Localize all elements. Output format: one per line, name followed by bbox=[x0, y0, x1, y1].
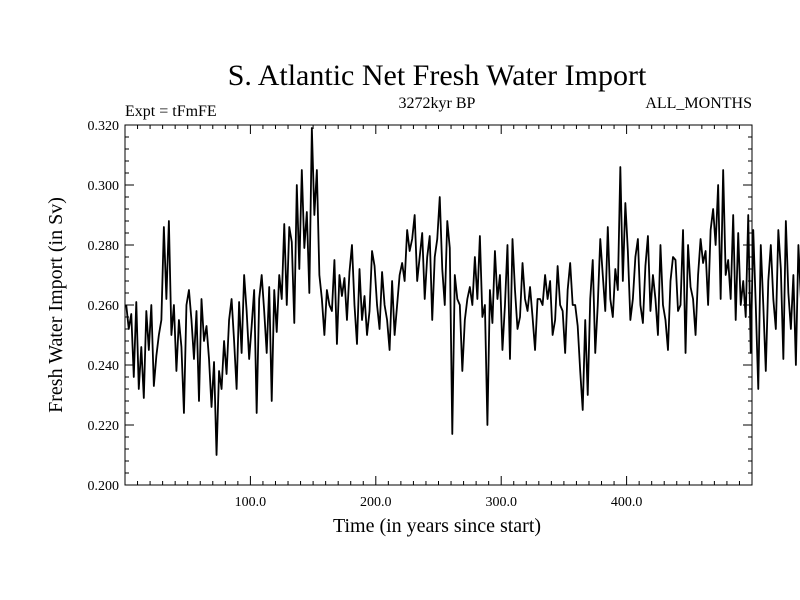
axis-tick-labels: 0.200 0.220 0.240 0.260 0.280 0.300 0.320 100.0… bbox=[88, 119, 643, 510]
series-line bbox=[125, 127, 800, 456]
x-tick-label: 200.0 bbox=[360, 495, 392, 510]
experiment-label: Expt = tFmFE bbox=[125, 103, 217, 120]
axis-ticks bbox=[125, 124, 752, 486]
months-label: ALL_MONTHS bbox=[645, 95, 752, 112]
y-axis-label: Fresh Water Import (in Sv) bbox=[45, 197, 67, 413]
y-tick-label: 0.300 bbox=[88, 179, 120, 194]
x-tick-label: 100.0 bbox=[235, 495, 267, 510]
chart-title: S. Atlantic Net Fresh Water Import bbox=[228, 59, 647, 92]
y-tick-label: 0.280 bbox=[88, 239, 120, 254]
y-tick-label: 0.240 bbox=[88, 359, 120, 374]
period-label: 3272kyr BP bbox=[399, 95, 476, 112]
y-tick-label: 0.220 bbox=[88, 419, 120, 434]
x-tick-label: 300.0 bbox=[485, 495, 517, 510]
series-layer bbox=[125, 127, 800, 456]
x-tick-label: 400.0 bbox=[611, 495, 643, 510]
plot-frame bbox=[124, 124, 753, 486]
x-axis-label: Time (in years since start) bbox=[333, 515, 541, 537]
y-tick-label: 0.200 bbox=[88, 479, 120, 494]
y-tick-label: 0.260 bbox=[88, 299, 120, 314]
y-tick-label: 0.320 bbox=[88, 119, 120, 134]
